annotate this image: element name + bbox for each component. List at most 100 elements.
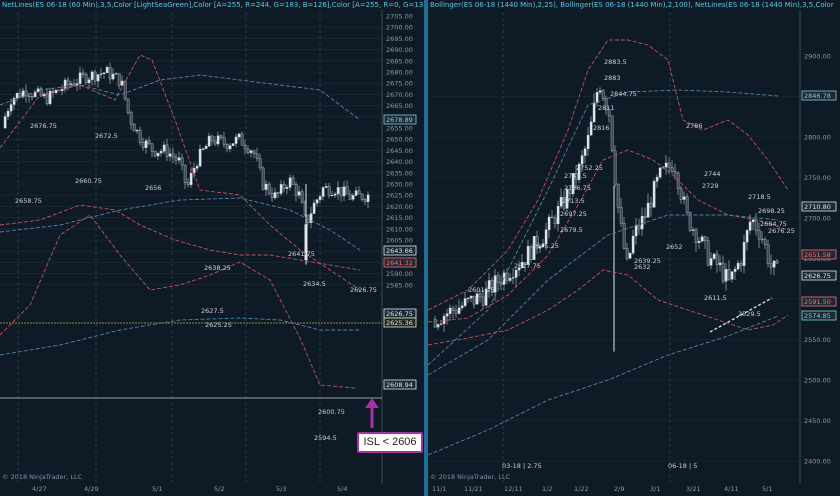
price-annotation: 2744 — [704, 170, 721, 178]
candle-up — [3, 116, 7, 129]
candle-down — [219, 135, 223, 138]
candle-down — [261, 167, 265, 190]
price-annotation: 2844.75 — [610, 90, 637, 98]
candle-up — [195, 165, 199, 169]
right-chart-canvas[interactable]: 2900.002850.002800.002750.002700.002650.… — [428, 0, 840, 496]
candle-up — [640, 215, 644, 230]
candle-up — [216, 135, 220, 145]
left-chart-canvas[interactable]: 2705.00 2700.00 2695.00 2690.00 2685.00 2680.… — [0, 0, 424, 496]
candle-up — [655, 176, 659, 182]
price-tick-label: 2670.00 — [386, 91, 413, 99]
left-chart-panel[interactable]: 2705.00 2700.00 2695.00 2690.00 2685.00 2680.… — [0, 0, 424, 496]
uptrend-line — [709, 297, 773, 333]
candle-up — [436, 324, 440, 328]
candle-down — [240, 133, 244, 146]
price-annotation: 2883 — [604, 74, 621, 82]
price-annotation: 2883.5 — [604, 58, 627, 66]
isl-annotation-box: ISL < 2606 — [357, 432, 423, 453]
candle-down — [703, 236, 707, 242]
candle-up — [571, 173, 575, 195]
price-flag — [383, 379, 417, 390]
price-flag — [801, 310, 837, 321]
candle-up — [249, 150, 253, 153]
candle-down — [81, 72, 85, 75]
candle-up — [508, 277, 512, 281]
candle-up — [547, 216, 551, 230]
candle-up — [9, 104, 13, 112]
candle-up — [439, 323, 443, 325]
candle-up — [469, 295, 473, 299]
price-flag — [801, 296, 837, 307]
candle-up — [111, 73, 115, 80]
price-annotation: 2684.75 — [760, 220, 787, 228]
candle-down — [451, 307, 455, 311]
candle-down — [150, 143, 154, 152]
price-flag-label: 2574.85 — [804, 312, 831, 320]
candle-up — [448, 307, 452, 314]
price-annotation: 2639.25 — [634, 257, 661, 265]
candle-up — [634, 224, 638, 237]
price-tick-label: 2690.00 — [386, 46, 413, 54]
candle-up — [565, 189, 569, 209]
candle-down — [433, 319, 437, 328]
candle-up — [514, 269, 518, 278]
candle-down — [721, 262, 725, 282]
right-copyright: © 2018 NinjaTrader, LLC — [430, 473, 511, 481]
price-flag — [383, 317, 417, 328]
candle-down — [505, 272, 509, 281]
candle-down — [186, 182, 190, 185]
right-chart-panel[interactable]: 2900.002850.002800.002750.002700.002650.… — [428, 0, 840, 496]
price-annotation: 2811 — [598, 104, 615, 112]
candle-down — [574, 173, 578, 180]
candle-down — [255, 153, 259, 159]
candle-down — [616, 183, 620, 208]
candle-up — [631, 235, 635, 254]
candle-down — [138, 129, 142, 143]
candle-up — [12, 98, 16, 105]
candle-down — [670, 167, 674, 172]
candle-down — [174, 156, 178, 161]
candle-up — [297, 191, 301, 196]
price-tick-label: 2750.00 — [804, 174, 831, 182]
candle-down — [117, 73, 121, 86]
candle-down — [147, 140, 151, 144]
candle-up — [664, 162, 668, 168]
candle-down — [667, 162, 671, 168]
candle-down — [363, 199, 367, 202]
candle-up — [583, 148, 587, 156]
candle-down — [270, 193, 274, 199]
candle-down — [625, 248, 629, 259]
candle-down — [622, 223, 626, 249]
candle-down — [222, 137, 226, 145]
candle-up — [730, 271, 734, 280]
price-tick-label: 2450.00 — [804, 417, 831, 425]
candle-down — [472, 295, 476, 305]
price-annotation: 2652 — [666, 243, 683, 251]
candle-up — [442, 315, 446, 324]
candle-down — [760, 238, 764, 241]
candle-up — [96, 74, 100, 82]
candle-up — [63, 79, 67, 90]
candle-down — [360, 193, 364, 200]
candle-down — [129, 112, 133, 125]
candle-up — [156, 152, 160, 157]
candle-down — [276, 192, 280, 194]
candle-down — [66, 79, 70, 85]
price-flag-label: 2626.75 — [386, 310, 413, 318]
price-annotation: 2718.5 — [748, 193, 771, 201]
candle-up — [168, 153, 172, 157]
candle-down — [490, 280, 494, 293]
candle-down — [246, 148, 250, 153]
candle-down — [345, 186, 349, 195]
candle-up — [114, 73, 118, 75]
candle-down — [688, 212, 692, 231]
candle-up — [556, 206, 560, 225]
panel-divider[interactable] — [424, 0, 428, 496]
price-flag — [801, 90, 837, 101]
price-annotation: 2645.25 — [532, 242, 559, 250]
candle-down — [727, 269, 731, 280]
price-annotation: 2697.25 — [560, 210, 587, 218]
candle-down — [685, 196, 689, 213]
price-annotation: 2627.5 — [201, 307, 224, 315]
candle-down — [763, 239, 767, 245]
